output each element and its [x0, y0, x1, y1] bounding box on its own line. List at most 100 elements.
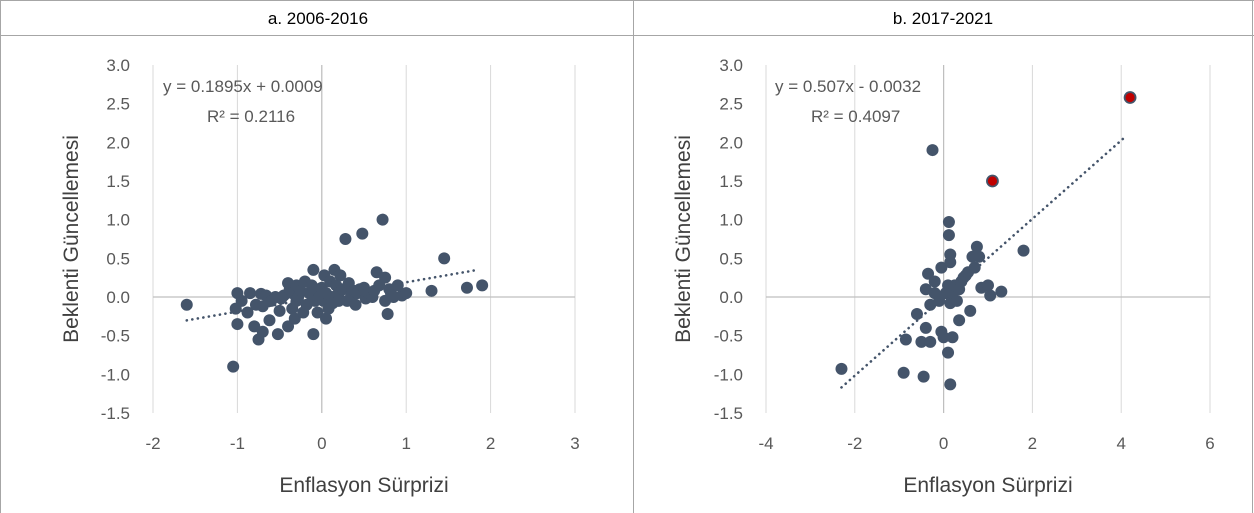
panel-b-x-tick-label: -2	[847, 434, 862, 453]
panel-a-data-point	[356, 227, 369, 240]
panel-b-r-squared: R² = 0.4097	[811, 107, 900, 126]
panel-a-data-point	[282, 320, 295, 333]
panel-a-r-squared: R² = 0.2116	[207, 107, 295, 126]
panel-b-x-tick-label: 2	[1028, 434, 1037, 453]
panel-b-y-tick-label: 1.0	[719, 211, 743, 230]
panel-a-data-point	[339, 233, 352, 245]
panel-a-y-tick-label: 2.0	[106, 133, 130, 152]
panel-b-data-point	[946, 331, 959, 344]
panel-b-data-point	[950, 294, 963, 307]
panel-b-data-point	[919, 321, 932, 334]
panel-b-y-tick-label: -1.0	[714, 365, 743, 384]
panel-b-x-tick-label: 6	[1205, 434, 1214, 453]
panel-b-data-point	[915, 335, 928, 348]
panel-b-y-tick-label: 2.0	[719, 133, 743, 152]
panel-a-data-point	[400, 287, 413, 300]
panel-a-data-point	[476, 279, 489, 292]
panel-b-data-point	[935, 261, 948, 274]
panel-a-data-point	[332, 294, 345, 307]
panel-b-y-tick-label: 1.5	[719, 172, 743, 191]
panel-a-x-tick-label: 3	[570, 434, 579, 453]
panel-a-data-point	[307, 328, 320, 341]
panel-a-data-point	[235, 294, 248, 307]
panel-a-x-tick-label: -1	[230, 434, 245, 453]
panel-b-data-point	[995, 285, 1008, 298]
panel-b-data-point	[910, 308, 923, 321]
panel-a-data-point	[263, 314, 276, 327]
panel-a-data-point	[271, 328, 284, 341]
panel-b-y-tick-label: 3.0	[719, 56, 743, 75]
panel-b-trendline	[840, 135, 1127, 389]
panel-a-y-axis-title: Beklenti Güncellemesi	[60, 135, 83, 343]
panel-b-data-point	[970, 240, 983, 253]
panel-a-data-point	[180, 298, 193, 311]
panel-b-x-axis-title: Enflasyon Sürprizi	[903, 474, 1072, 497]
panel-a-data-point	[379, 271, 392, 284]
panel-b-data-point	[973, 250, 986, 263]
panel-b-title: b. 2017-2021	[893, 9, 993, 28]
panel-b-data-point	[944, 378, 957, 391]
panel-a-y-tick-label: 0.0	[106, 288, 130, 307]
panel-b-data-point	[942, 215, 955, 228]
panel-b-highlight-point	[1123, 91, 1137, 104]
panel-a-data-point	[231, 318, 244, 331]
panel-b-data-point	[928, 275, 941, 288]
panel-a-data-point	[311, 306, 324, 319]
panel-a-x-tick-label: 2	[486, 434, 495, 453]
panel-a-data-point	[425, 284, 438, 297]
panel-a-data-point	[349, 298, 362, 311]
panel-b-data-point	[944, 256, 957, 269]
panel-a-data-point	[438, 252, 451, 265]
panel-b-y-tick-label: 0.5	[719, 249, 743, 268]
panel-b-y-tick-label: -0.5	[714, 327, 743, 346]
panel-b-x-tick-label: 0	[939, 434, 948, 453]
panel-a-x-tick-label: -2	[145, 434, 160, 453]
panel-b-data-point	[926, 144, 939, 157]
panel-a-y-tick-label: 1.0	[106, 211, 130, 230]
panel-b-data-point	[917, 370, 930, 383]
panel-b-highlight-point	[986, 174, 999, 188]
panel-a-data-point	[307, 263, 320, 276]
panel-a-data-point	[256, 325, 269, 338]
panel-a-data-point	[334, 269, 347, 282]
panel-a-data-point	[244, 287, 257, 300]
panel-b-data-point	[937, 331, 950, 344]
panel-a-data-point	[320, 312, 333, 325]
panel-b-data-point	[897, 366, 910, 379]
panel-a-data-point	[381, 308, 394, 321]
panel-a-data-point	[241, 306, 254, 319]
panel-a-data-point	[227, 360, 240, 373]
panel-b-trendline-equation: y = 0.507x - 0.0032	[775, 77, 921, 96]
panel-b-data-point	[835, 362, 848, 375]
panel-a-data-point	[460, 281, 473, 294]
panel-b-data-point	[1017, 244, 1030, 257]
panel-b-y-axis-title: Beklenti Güncellemesi	[672, 135, 695, 343]
panel-b-x-tick-label: 4	[1116, 434, 1125, 453]
panel-a-y-tick-label: -1.0	[101, 365, 130, 384]
panel-b-data-point	[968, 261, 981, 274]
panel-b-data-point	[984, 289, 997, 302]
panel-b-data-point	[924, 335, 937, 348]
panel-a-y-tick-label: -0.5	[101, 327, 130, 346]
panel-b-data-point	[964, 304, 977, 317]
panel-b-y-tick-label: 2.5	[719, 95, 743, 114]
panel-a-data-point	[376, 213, 389, 226]
panel-a-title: a. 2006-2016	[268, 9, 368, 28]
panel-b-x-tick-label: -4	[758, 434, 773, 453]
panel-b-y-tick-label: -1.5	[714, 404, 743, 423]
panel-a-data-point	[288, 312, 301, 325]
panel-a-data-point	[391, 279, 404, 292]
panel-b-data-point	[899, 333, 912, 346]
panel-a-y-tick-label: 2.5	[106, 95, 130, 114]
panel-a-x-tick-label: 0	[317, 434, 326, 453]
panel-a-y-tick-label: 1.5	[106, 172, 130, 191]
panel-b-data-point	[953, 314, 966, 327]
panel-a-plot: -1.5 -1.0 -0.5 0.0 0.5 1.0 1.5 2.0 2.5 3.0 -2 -1 0 1 2…	[60, 56, 580, 497]
panel-a-x-tick-label: 1	[401, 434, 410, 453]
panel-b-data-point	[942, 346, 955, 359]
panel-a-data-point	[273, 304, 286, 317]
panel-b-plot: -1.5 -1.0 -0.5 0.0 0.5 1.0 1.5 2.0 2.5 3.0 -4 -2 0 2 4…	[672, 56, 1215, 497]
